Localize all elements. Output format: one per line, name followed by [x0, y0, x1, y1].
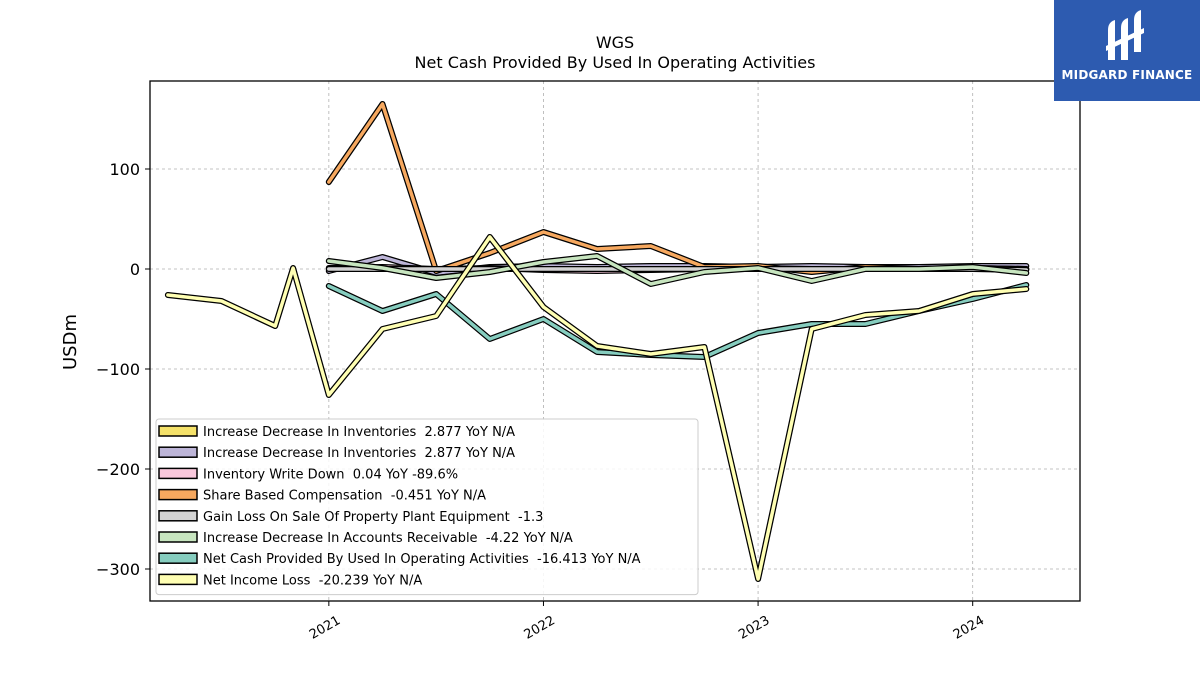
plot-frame: [149, 80, 1081, 602]
brand-logo: MIDGARD FINANCE: [1054, 0, 1200, 101]
data-point: [488, 270, 491, 273]
brand-name: MIDGARD FINANCE: [1061, 68, 1193, 82]
data-point: [864, 313, 867, 316]
legend-swatch: [158, 425, 198, 437]
data-point: [649, 267, 652, 270]
data-point: [435, 292, 438, 295]
data-point: [917, 267, 920, 270]
legend-label: Inventory Write Down 0.04 YoY -89.6%: [203, 467, 458, 482]
data-point: [291, 266, 294, 269]
data-point: [596, 247, 599, 250]
data-point: [756, 577, 759, 580]
data-point: [971, 292, 974, 295]
legend-label: Net Income Loss -20.239 YoY N/A: [203, 573, 422, 588]
legend-swatch: [158, 510, 198, 522]
legend-swatch: [158, 552, 198, 564]
data-point: [542, 230, 545, 233]
data-point: [166, 293, 169, 296]
data-point: [649, 352, 652, 355]
y-tick-label: 0: [130, 260, 140, 279]
data-point: [971, 297, 974, 300]
data-point: [274, 324, 277, 327]
data-point: [488, 251, 491, 254]
legend-label: Net Cash Provided By Used In Operating A…: [203, 552, 641, 567]
data-point: [327, 267, 330, 270]
data-point: [220, 299, 223, 302]
y-tick-label: −300: [96, 560, 140, 579]
data-point: [542, 317, 545, 320]
data-point: [435, 267, 438, 270]
legend-swatch: [158, 573, 198, 586]
legend-label: Share Based Compensation -0.451 YoY N/A: [203, 489, 486, 504]
data-point: [917, 309, 920, 312]
data-point: [542, 260, 545, 263]
legend-label: Gain Loss On Sale Of Property Plant Equi…: [203, 510, 543, 525]
data-point: [488, 235, 491, 238]
data-point: [810, 322, 813, 325]
series-line-6: [325, 282, 1030, 360]
data-point: [327, 180, 330, 183]
series-line-3: [325, 101, 1030, 275]
legend-label: Increase Decrease In Inventories 2.877 Y…: [203, 425, 515, 440]
chart-subtitle: Net Cash Provided By Used In Operating A…: [415, 53, 816, 72]
data-point: [596, 350, 599, 353]
series-lines: [164, 101, 1030, 582]
data-point: [864, 267, 867, 270]
legend-swatch: [158, 488, 198, 501]
data-point: [810, 267, 813, 270]
data-point: [381, 102, 384, 105]
y-tick-label: 100: [109, 160, 140, 179]
series-line-7: [164, 234, 1030, 582]
data-point: [327, 284, 330, 287]
chart-title: WGS: [596, 33, 634, 52]
data-point: [381, 255, 384, 258]
x-tick-label: 2021: [307, 613, 343, 643]
data-point: [756, 266, 759, 269]
y-tick-label: −200: [96, 460, 140, 479]
data-point: [435, 276, 438, 279]
y-axis-label: USDm: [60, 314, 81, 370]
data-point: [703, 270, 706, 273]
data-point: [649, 282, 652, 285]
x-tick-label: 2022: [522, 613, 558, 643]
legend-label: Increase Decrease In Inventories 2.877 Y…: [203, 446, 515, 461]
x-tick-label: 2024: [951, 613, 987, 643]
legend: Increase Decrease In Inventories 2.877 Y…: [155, 418, 699, 596]
data-point: [596, 267, 599, 270]
data-point: [703, 345, 706, 348]
data-point: [810, 279, 813, 282]
data-point: [327, 259, 330, 262]
data-point: [1025, 271, 1028, 274]
legend-swatch: [158, 531, 198, 543]
data-point: [596, 254, 599, 257]
brand-mark-icon: [1106, 10, 1144, 60]
data-point: [596, 344, 599, 347]
series-line-5: [325, 253, 1030, 287]
data-point: [435, 314, 438, 317]
data-point: [488, 337, 491, 340]
data-point: [971, 265, 974, 268]
data-point: [756, 331, 759, 334]
y-tick-label: −100: [96, 360, 140, 379]
data-point: [864, 322, 867, 325]
legend-label: Increase Decrease In Accounts Receivable…: [203, 531, 573, 546]
x-tick-label: 2023: [736, 613, 772, 643]
data-point: [542, 267, 545, 270]
data-point: [381, 309, 384, 312]
data-point: [327, 393, 330, 396]
data-point: [542, 305, 545, 308]
legend-box: [155, 418, 699, 596]
data-point: [810, 327, 813, 330]
data-point: [1025, 287, 1028, 290]
legend-swatch: [158, 446, 198, 458]
data-point: [381, 327, 384, 330]
data-point: [649, 244, 652, 247]
data-point: [381, 266, 384, 269]
legend-swatch: [158, 467, 198, 480]
